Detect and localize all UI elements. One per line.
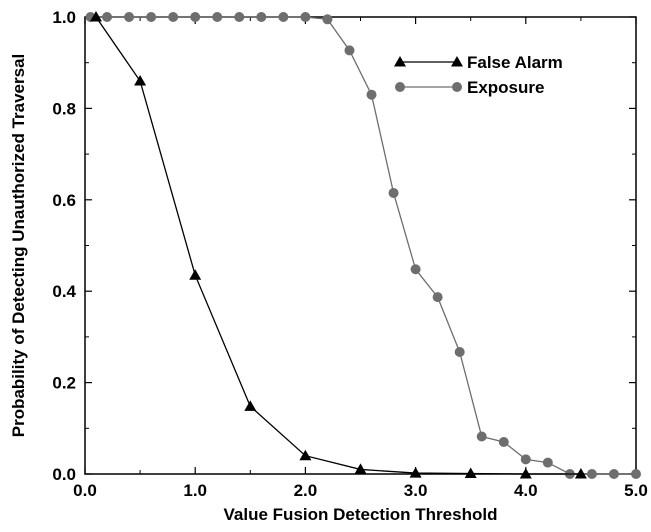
data-point-false-alarm: [409, 467, 422, 478]
y-tick-label: 1.0: [52, 8, 76, 27]
data-point-exposure: [102, 12, 113, 22]
series-group: [85, 11, 641, 479]
legend-marker-false-alarm: [394, 56, 406, 67]
legend-label-false-alarm: False Alarm: [467, 53, 563, 72]
data-point-exposure: [124, 12, 135, 22]
data-point-exposure: [476, 431, 487, 442]
data-point-exposure: [344, 45, 355, 56]
legend-marker-exposure: [395, 82, 405, 92]
data-point-false-alarm: [90, 11, 103, 22]
legend: False Alarm Exposure: [394, 53, 563, 97]
data-point-exposure: [146, 12, 157, 22]
data-point-exposure: [212, 12, 223, 22]
series-exposure: [85, 12, 641, 479]
data-point-exposure: [454, 346, 465, 357]
data-point-false-alarm: [354, 463, 367, 474]
x-tick-label: 0.0: [73, 481, 97, 500]
data-point-exposure: [322, 14, 333, 25]
data-point-exposure: [256, 12, 267, 22]
data-point-exposure: [631, 469, 641, 479]
x-tick-label: 4.0: [514, 481, 538, 500]
y-tick-label: 0.2: [52, 374, 76, 393]
data-point-exposure: [608, 469, 619, 479]
legend-label-exposure: Exposure: [467, 78, 544, 97]
data-point-false-alarm: [189, 269, 202, 280]
x-tick-label: 1.0: [183, 481, 207, 500]
legend-marker-exposure: [452, 82, 462, 92]
data-point-exposure: [300, 12, 311, 22]
data-point-false-alarm: [519, 468, 532, 479]
series-line-exposure: [90, 16, 636, 475]
data-point-exposure: [542, 457, 553, 468]
data-point-exposure: [278, 12, 289, 22]
y-axis-label: Probability of Detecting Unauthorized Tr…: [9, 54, 28, 438]
legend-marker-false-alarm: [451, 56, 463, 67]
x-axis-label: Value Fusion Detection Threshold: [224, 505, 498, 524]
x-tick-label: 2.0: [294, 481, 318, 500]
y-tick-label: 0.8: [52, 99, 76, 118]
data-point-false-alarm: [134, 74, 147, 86]
data-point-exposure: [168, 12, 179, 22]
y-tick-label: 0.0: [52, 465, 76, 484]
data-point-false-alarm: [299, 449, 312, 461]
data-point-exposure: [586, 469, 597, 479]
plot-frame: [84, 16, 637, 475]
y-tick-label: 0.6: [52, 191, 76, 210]
x-tick-label: 5.0: [624, 481, 648, 500]
data-point-exposure: [366, 89, 377, 100]
data-point-exposure: [498, 437, 509, 448]
data-point-exposure: [432, 292, 443, 303]
data-point-exposure: [388, 187, 399, 198]
data-point-exposure: [410, 264, 421, 275]
data-point-exposure: [234, 12, 245, 22]
data-point-false-alarm: [244, 400, 257, 411]
series-false-alarm: [90, 11, 587, 479]
y-tick-label: 0.4: [52, 282, 76, 301]
x-tick-label: 3.0: [404, 481, 428, 500]
data-point-false-alarm: [464, 467, 477, 479]
series-line-false-alarm: [95, 16, 581, 475]
data-point-exposure: [520, 454, 531, 465]
data-point-false-alarm: [574, 468, 587, 479]
data-point-exposure: [190, 12, 201, 22]
